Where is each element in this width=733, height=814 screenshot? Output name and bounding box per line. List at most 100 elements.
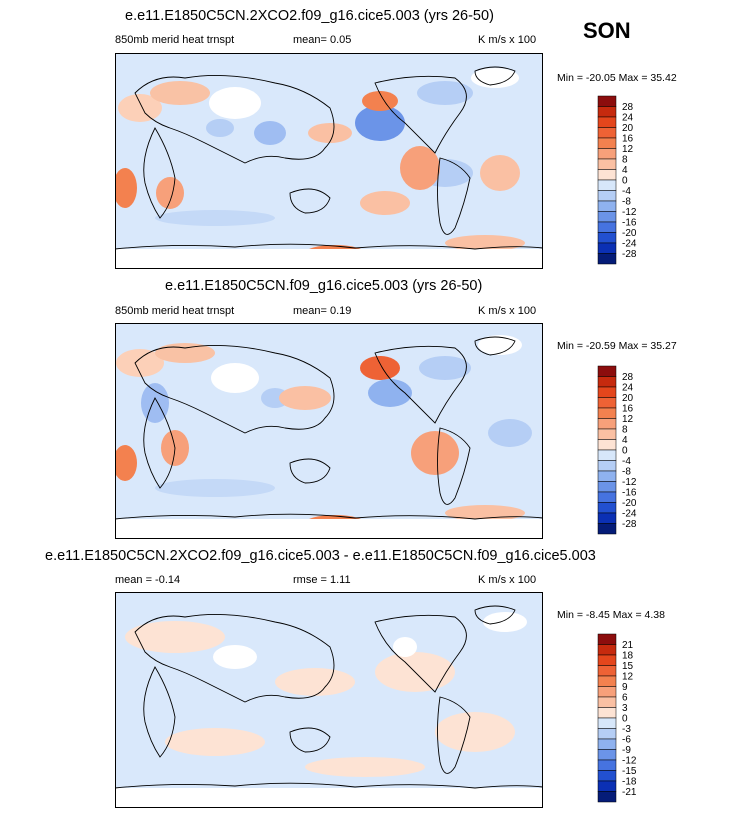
colorbar-swatch [597,221,617,233]
colorbar-tick-label: -12 [622,207,637,218]
colorbar-tick-label: 0 [622,446,628,457]
colorbar-swatch [597,137,617,149]
colorbar-tick-label: 21 [622,640,634,651]
colorbar-swatch [597,791,617,803]
colorbar-tick-label: -28 [622,519,637,530]
panel2-minmax-label: Min = -20.59 Max = 35.27 [557,340,677,352]
panel1-units-label: K m/s x 100 [478,34,537,46]
coastlines [115,336,543,520]
panel2-title: e.e11.E1850C5CN.f09_g16.cice5.003 (yrs 2… [165,278,483,294]
panel1-map [115,53,543,269]
colorbar-tick-label: -24 [622,239,637,250]
panel3-rmse-label: rmse = 1.11 [293,574,351,586]
colorbar-swatch [597,502,617,514]
colorbar-swatch [597,397,617,409]
colorbar-tick-label: 0 [622,714,628,725]
colorbar-swatch [597,491,617,503]
colorbar-swatch [597,707,617,719]
colorbar-swatch [597,253,617,265]
colorbar-tick-label: -9 [622,745,631,756]
antarctica-mask [115,788,543,808]
colorbar-swatch [597,169,617,181]
panel1-title: e.e11.E1850C5CN.2XCO2.f09_g16.cice5.003 … [125,8,494,24]
colorbar-tick-label: 28 [622,102,634,113]
colorbar-tick-label: -18 [622,777,637,788]
colorbar-swatch [597,365,617,377]
colorbar-tick-label: -16 [622,488,637,499]
colorbar-tick-label: 20 [622,393,634,404]
colorbar-tick-label: 16 [622,404,634,415]
colorbar-tick-label: -4 [622,456,631,467]
antarctica-mask [115,249,543,269]
colorbar-tick-label: 24 [622,113,634,124]
colorbar-tick-label: -4 [622,186,631,197]
colorbar-tick-label: -8 [622,197,631,208]
field-patterns [115,68,525,261]
colorbar-tick-label: 3 [622,703,628,714]
colorbar-swatch [597,460,617,472]
colorbar-swatch [597,158,617,170]
colorbar-swatch [597,717,617,729]
antarctica-mask [115,519,543,539]
colorbar-swatch [597,179,617,191]
colorbar-swatch [597,644,617,656]
colorbar-swatch [597,242,617,254]
colorbar-swatch [597,428,617,440]
colorbar-swatch [597,95,617,107]
panel3-units-label: K m/s x 100 [478,574,537,586]
colorbar-tick-label: 24 [622,383,634,394]
colorbar-tick-label: 8 [622,155,628,166]
colorbar-swatch [597,665,617,677]
panel3-minmax-label: Min = -8.45 Max = 4.38 [557,609,665,621]
colorbar-swatch [597,633,617,645]
colorbar-tick-label: 12 [622,144,634,155]
colorbar-swatch [597,127,617,139]
colorbar-swatch [597,728,617,740]
colorbar-tick-label: 12 [622,414,634,425]
colorbar-tick-label: -6 [622,735,631,746]
colorbar-swatch [597,439,617,451]
colorbar-tick-label: 12 [622,672,634,683]
colorbar-tick-label: -15 [622,766,637,777]
coastlines [115,66,543,250]
colorbar-tick-label: -24 [622,509,637,520]
colorbar-tick-label: 4 [622,165,628,176]
colorbar-swatch [597,770,617,782]
colorbar-swatch [597,780,617,792]
colorbar-swatch [597,211,617,223]
colorbar-tick-label: 20 [622,123,634,134]
coastlines [115,605,543,789]
colorbar-swatch [597,200,617,212]
colorbar-swatch [597,232,617,244]
colorbar-tick-label: -3 [622,724,631,735]
colorbar-swatch [597,759,617,771]
colorbar-swatch [597,376,617,388]
colorbar-swatch [597,449,617,461]
season-label: SON [583,18,631,43]
colorbar-swatch [597,418,617,430]
panel3-mean-label: mean = -0.14 [115,574,181,586]
colorbar-tick-label: 4 [622,435,628,446]
panel2-map [115,323,543,539]
colorbar-tick-label: 15 [622,661,634,672]
colorbar-swatch [597,386,617,398]
panel1-variable-label: 850mb merid heat trnspt [115,34,235,46]
colorbar-tick-label: -8 [622,467,631,478]
colorbar-tick-label: 18 [622,651,634,662]
colorbar-tick-label: -21 [622,787,637,798]
colorbar-swatch [597,106,617,118]
panel1-mean-label: mean= 0.05 [293,34,352,46]
colorbar-swatch [597,696,617,708]
colorbar-swatch [597,148,617,160]
colorbar-tick-label: -28 [622,249,637,260]
colorbar-swatch [597,654,617,666]
panel2-variable-label: 850mb merid heat trnspt [115,305,235,317]
colorbar-tick-label: -16 [622,218,637,229]
panel3-map [115,592,543,808]
colorbar-swatch [597,523,617,535]
colorbar-tick-label: -12 [622,756,637,767]
colorbar-swatch [597,738,617,750]
